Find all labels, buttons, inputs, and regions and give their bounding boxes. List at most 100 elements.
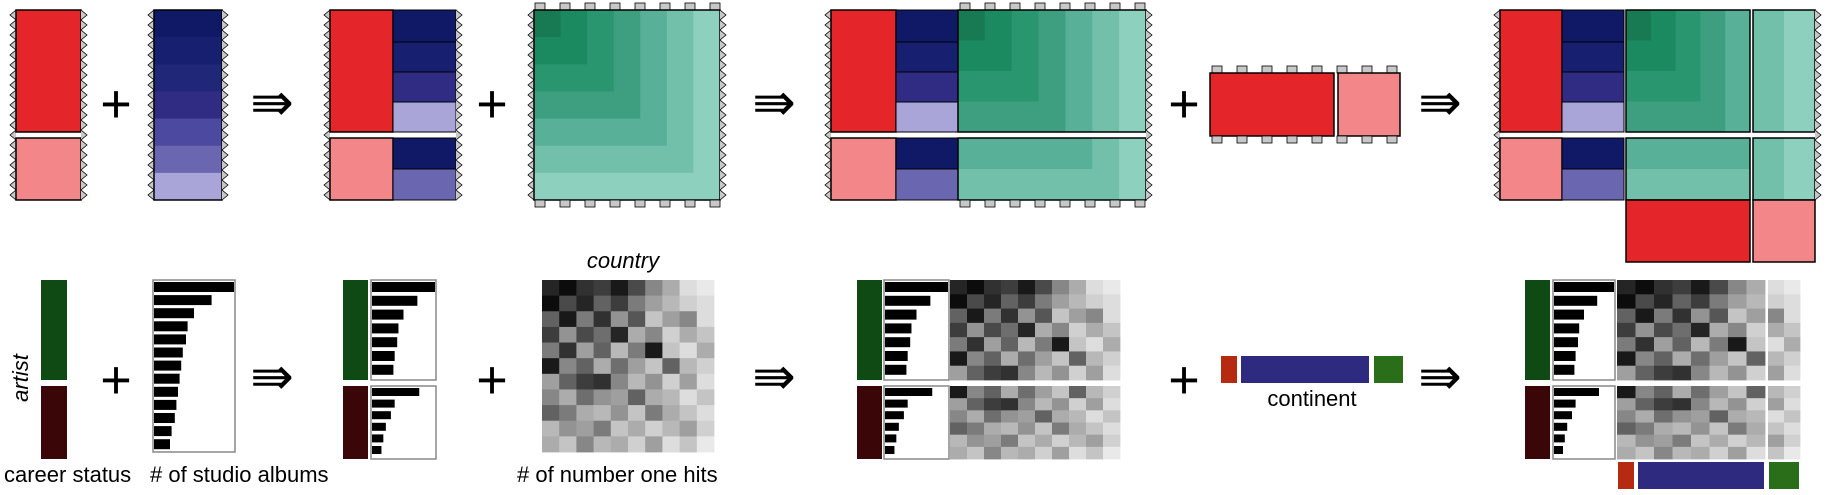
hits-cell (679, 405, 698, 422)
hits-cell (1784, 410, 1801, 423)
teal-cell (1038, 10, 1066, 41)
teal-cell (534, 172, 562, 201)
hits-cell (950, 280, 968, 295)
teal-cell (693, 172, 721, 201)
hits-cell (679, 295, 698, 312)
teal-cell (613, 64, 641, 92)
hits-cell (984, 308, 1002, 324)
album-bar (1554, 411, 1572, 420)
hits-heatmap-lower (950, 386, 1121, 460)
final-teal-upper-left (1626, 10, 1751, 133)
hits-cell (1052, 446, 1070, 460)
hits-cell (559, 342, 577, 359)
career-partition-block (9, 9, 88, 201)
hits-cell (1728, 294, 1747, 309)
hits-cell (1784, 294, 1801, 309)
hits-cell (1069, 351, 1087, 367)
teal-cell (1065, 71, 1093, 102)
teal-cell (1784, 138, 1816, 170)
teal-cell (1650, 40, 1677, 72)
teal-cell (1784, 101, 1816, 133)
album-bar (154, 334, 186, 345)
implies-symbol-1: ⇛ (250, 74, 294, 132)
hits-cell (679, 436, 698, 453)
album-bar (885, 323, 912, 334)
album-bar (154, 386, 178, 397)
hits-cell (1746, 422, 1766, 436)
blue-cell (154, 37, 222, 65)
teal-cell (613, 10, 641, 38)
hits-cell (1086, 294, 1104, 309)
album-bar (372, 323, 399, 334)
hits-cell (1728, 351, 1747, 367)
hits-cell (984, 351, 1002, 367)
teal-cell (1700, 10, 1726, 41)
hits-cell (1746, 280, 1766, 295)
hits-cell (950, 308, 968, 324)
teal-cell (1119, 101, 1147, 133)
blue-cell (154, 172, 222, 201)
hits-cell (967, 446, 985, 460)
hits-cell (1018, 434, 1036, 448)
hits-cell (679, 280, 698, 297)
final-teal-upper-right (1753, 10, 1816, 133)
hits-cell (1052, 337, 1070, 352)
hits-cell (1052, 280, 1070, 295)
hits-cell (1103, 446, 1121, 460)
hits-cell (967, 434, 985, 448)
hits-cell (1617, 351, 1636, 367)
hits-cell (1086, 365, 1104, 381)
album-bar (154, 360, 182, 371)
albums-bars-lower (885, 388, 933, 454)
hits-cell (1086, 322, 1104, 338)
hits-cell (1728, 308, 1747, 324)
teal-cell (958, 71, 986, 102)
teal-cell (1753, 101, 1785, 133)
bottom-connectors (959, 199, 1146, 208)
plus-symbol-4: + (100, 350, 132, 410)
hits-cell (1691, 410, 1710, 423)
hits-cell (1052, 351, 1070, 367)
teal-cell (1065, 101, 1093, 133)
album-bar (372, 399, 395, 408)
hits-cell (1086, 337, 1104, 352)
hits-cell (679, 358, 698, 375)
hits-cell (1069, 410, 1087, 423)
red-partition-lower (1499, 137, 1563, 201)
blue-cell (1561, 41, 1625, 73)
hits-cell (1052, 322, 1070, 338)
country-label: country (587, 248, 661, 273)
continent-bar-blue (1241, 356, 1369, 383)
hits-cell (1617, 434, 1636, 448)
left-zigzag-connector (527, 9, 535, 201)
hits-cell (628, 436, 646, 453)
hits-cell (559, 311, 577, 328)
album-bar (885, 446, 895, 454)
hits-cell (1617, 410, 1636, 423)
hits-cell (1086, 280, 1104, 295)
album-bar (154, 295, 212, 306)
hits-cell (1746, 322, 1766, 338)
hits-cell (1768, 294, 1785, 309)
hits-cell (610, 342, 629, 359)
hits-cell (1103, 365, 1121, 381)
album-bar (372, 411, 391, 420)
hits-cell (967, 322, 985, 338)
hits-cell (950, 410, 968, 423)
album-bar (885, 282, 948, 292)
hits-cell (1069, 434, 1087, 448)
hits-cell (593, 295, 612, 312)
hits-heatmap-upper-left (1617, 280, 1766, 381)
hits-cell (542, 373, 560, 390)
hits-cell (1654, 322, 1673, 338)
top-connectors (1211, 65, 1398, 74)
hits-cell (1709, 337, 1729, 352)
right-zigzag-connector (1814, 9, 1822, 201)
hits-cell (1103, 280, 1121, 295)
albums-frame-lower (883, 385, 950, 460)
hits-cell (967, 351, 985, 367)
album-bar (1554, 399, 1576, 408)
hits-cell (1768, 446, 1785, 460)
album-bar (885, 422, 899, 431)
hits-cell (1052, 308, 1070, 324)
